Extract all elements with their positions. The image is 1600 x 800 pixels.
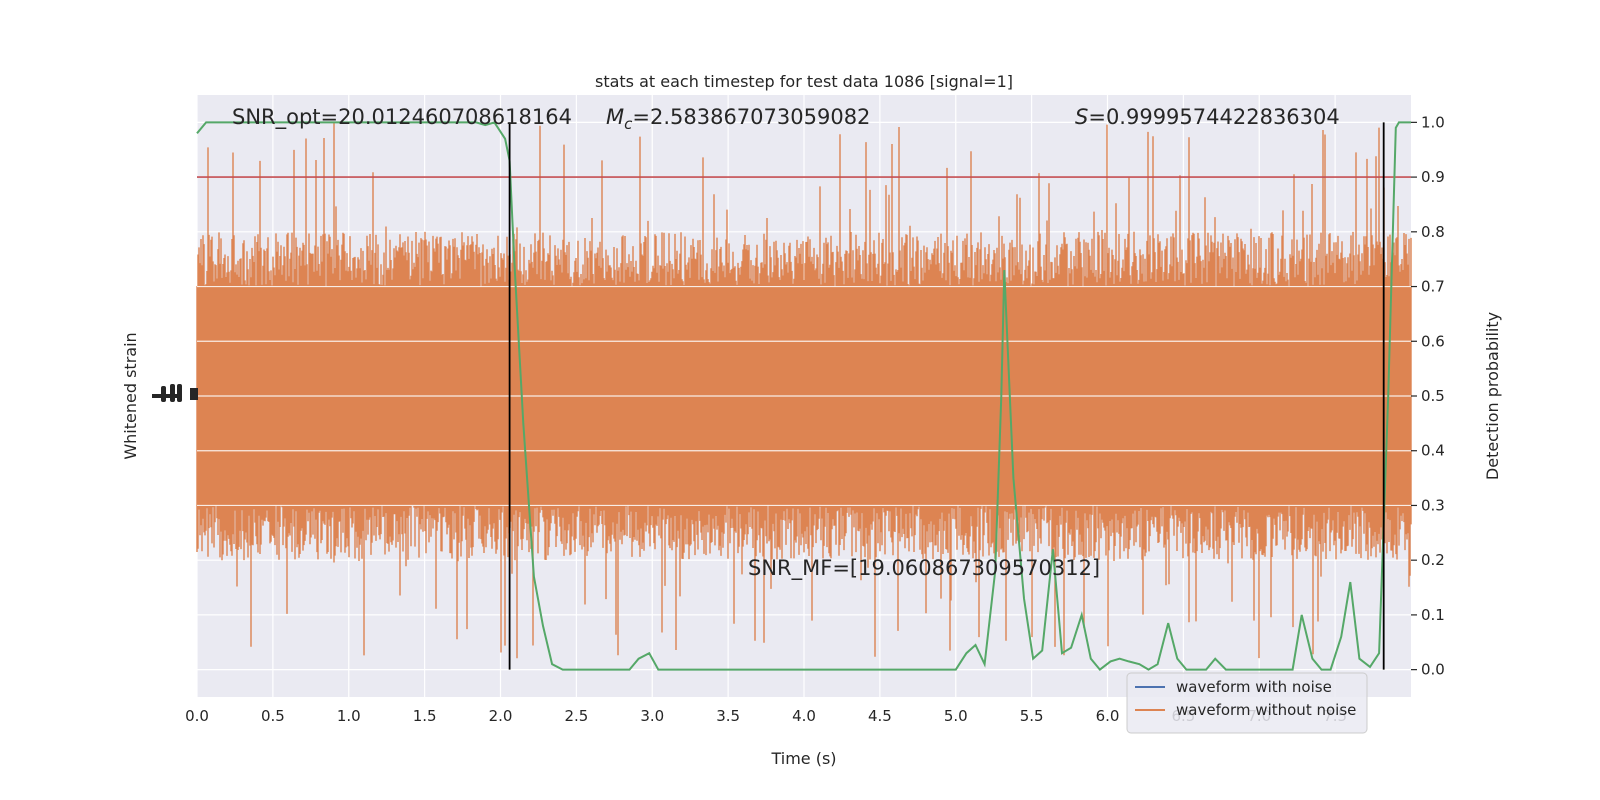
probability-line [196, 121, 1411, 671]
chirp-mass-symbol: M [606, 105, 624, 129]
legend-label-without-noise: waveform without noise [1176, 701, 1356, 719]
x-tick-label: 0.5 [261, 707, 285, 725]
legend: waveform with noise waveform without noi… [1126, 672, 1368, 734]
y-tick-label: 0.5 [1421, 387, 1445, 405]
legend-label-with-noise: waveform with noise [1176, 678, 1332, 696]
chirp-mass-subscript: c [624, 115, 633, 133]
chirp-mass-value: =2.583867073059082 [632, 105, 870, 129]
x-tick-label: 1.0 [337, 707, 361, 725]
x-tick-label: 3.0 [640, 707, 664, 725]
y-tick-label: 0.3 [1421, 496, 1445, 514]
y-tick-label: 0.0 [1421, 661, 1445, 679]
annotation-s: S=0.9999574422836304 [1075, 105, 1340, 129]
y-tick-label: 0.8 [1421, 223, 1445, 241]
x-tick-label: 5.5 [1020, 707, 1044, 725]
y-tick-labels-right: 0.0 0.1 0.2 0.3 0.4 0.5 0.6 0.7 0.8 0.9 1.0 [1411, 113, 1445, 679]
x-tick-label: 4.5 [868, 707, 892, 725]
left-tick-cluster [177, 384, 182, 402]
left-tick-cluster [152, 394, 182, 398]
x-axis-label: Time (s) [770, 749, 836, 768]
left-tick-cluster [190, 388, 198, 400]
chart-title: stats at each timestep for test data 108… [595, 72, 1013, 91]
y-tick-label: 0.7 [1421, 278, 1445, 296]
probability-series [196, 121, 1411, 671]
s-value: =0.9999574422836304 [1088, 105, 1339, 129]
x-tick-label: 6.0 [1096, 707, 1120, 725]
y-tick-label: 0.6 [1421, 332, 1445, 350]
y-tick-label: 0.1 [1421, 606, 1445, 624]
x-tick-label: 5.0 [944, 707, 968, 725]
x-tick-label: 1.5 [413, 707, 437, 725]
x-tick-label: 3.5 [716, 707, 740, 725]
y-axis-label-left: Whitened strain [121, 332, 140, 459]
annotation-chirp-mass: Mc=2.583867073059082 [606, 105, 870, 133]
left-tick-cluster [170, 384, 175, 402]
y-axis-label-right: Detection probability [1483, 312, 1502, 480]
x-tick-label: 2.5 [564, 707, 588, 725]
y-tick-label: 0.9 [1421, 168, 1445, 186]
strain-waveform [196, 122, 1412, 659]
left-tick-cluster [161, 386, 166, 402]
vertical-markers [508, 122, 1385, 670]
annotation-snr-opt: SNR_opt=20.012460708618164 [232, 105, 572, 130]
x-tick-label: 0.0 [185, 707, 209, 725]
x-tick-label: 4.0 [792, 707, 816, 725]
legend-box [1126, 672, 1368, 734]
annotation-snr-mf: SNR_MF=[19.060867309570312] [748, 556, 1100, 581]
y-tick-label: 1.0 [1421, 113, 1445, 131]
x-tick-label: 2.0 [489, 707, 513, 725]
s-symbol: S [1075, 105, 1088, 129]
left-axis-ticks [152, 384, 198, 402]
y-tick-label: 0.4 [1421, 442, 1445, 460]
y-tick-label: 0.2 [1421, 551, 1445, 569]
